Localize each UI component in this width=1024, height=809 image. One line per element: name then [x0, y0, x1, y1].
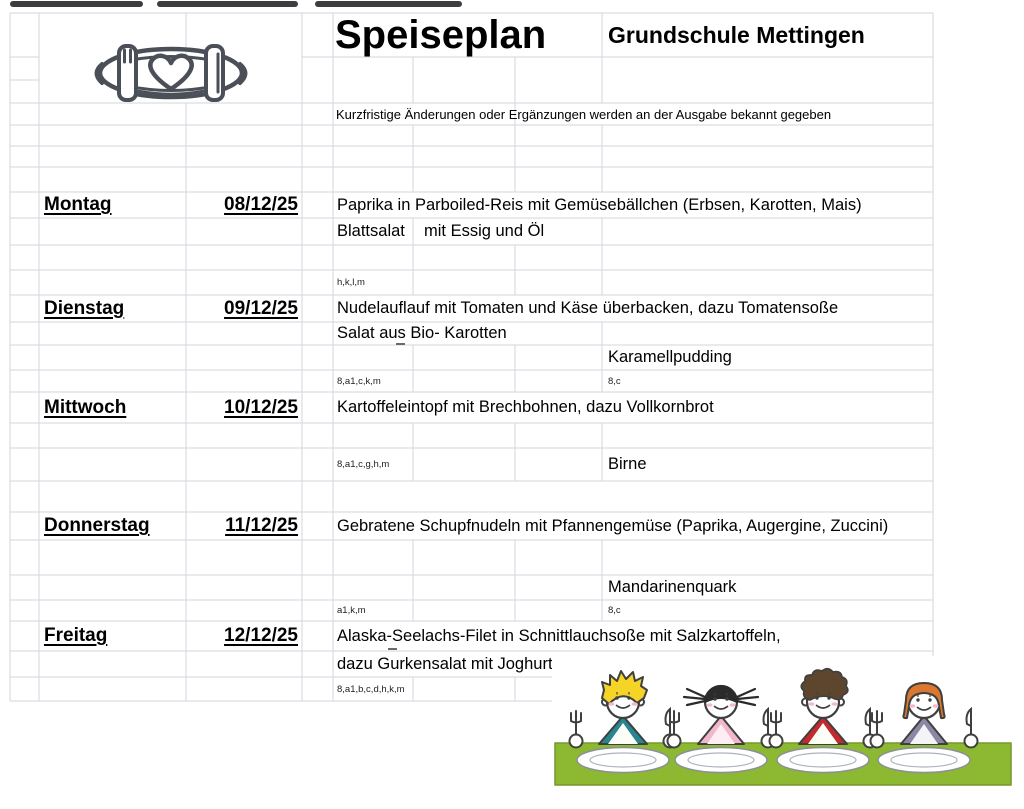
- window-edge-bar: [315, 1, 462, 7]
- window-edge-bar: [10, 1, 143, 7]
- meal-text: Paprika in Parboiled-Reis mit Gemüsebäll…: [337, 195, 862, 214]
- school-name: Grundschule Mettingen: [608, 21, 865, 48]
- dessert-text: Birne: [608, 455, 647, 473]
- day-name: Freitag: [44, 625, 108, 646]
- dessert-text: Mandarinenquark: [608, 578, 737, 596]
- dessert-allergen-codes: 8,c: [608, 375, 621, 387]
- spellcheck-mark: [388, 648, 397, 650]
- window-edge-bar: [157, 1, 298, 7]
- notice-text: Kurzfristige Änderungen oder Ergänzungen…: [336, 106, 832, 122]
- plate-heart-cutlery-icon: [94, 44, 248, 102]
- meal-text: Gebratene Schupfnudeln mit Pfannengemüse…: [337, 516, 889, 535]
- day-date: 12/12/25: [224, 625, 298, 646]
- day-name: Dienstag: [44, 297, 125, 319]
- day-date: 09/12/25: [224, 297, 298, 319]
- dessert-text: Karamellpudding: [608, 348, 732, 366]
- allergen-codes: 8,a1,c,g,h,m: [337, 459, 390, 470]
- meal-text: Alaska-Seelachs-Filet in Schnittlauchsoß…: [337, 626, 781, 645]
- meal-text-line2: dazu Gurkensalat mit Joghurtd: [337, 654, 562, 673]
- allergen-codes: 8,a1,c,k,m: [337, 375, 381, 387]
- side-text: Blattsalat: [337, 222, 405, 240]
- allergen-codes: a1,k,m: [337, 605, 366, 616]
- meal-text: Kartoffeleintopf mit Brechbohnen, dazu V…: [337, 398, 714, 416]
- side-text: Salat aus Bio- Karotten: [337, 324, 507, 342]
- day-name: Montag: [44, 194, 112, 215]
- day-date: 08/12/25: [224, 194, 298, 215]
- side-extra-text: mit Essig und Öl: [424, 222, 545, 240]
- children-at-table-illustration: [552, 656, 1014, 790]
- day-name: Mittwoch: [44, 396, 127, 418]
- day-name: Donnerstag: [44, 515, 150, 536]
- allergen-codes: 8,a1,b,c,d,h,k,m: [337, 683, 405, 695]
- spellcheck-mark: [396, 343, 405, 345]
- meal-text: Nudelauflauf mit Tomaten und Käse überba…: [337, 299, 839, 317]
- page-title: Speiseplan: [335, 12, 547, 57]
- allergen-codes: h,k,l,m: [337, 277, 365, 288]
- dessert-allergen-codes: 8,c: [608, 605, 621, 616]
- day-date: 10/12/25: [224, 396, 298, 418]
- day-date: 11/12/25: [225, 515, 298, 536]
